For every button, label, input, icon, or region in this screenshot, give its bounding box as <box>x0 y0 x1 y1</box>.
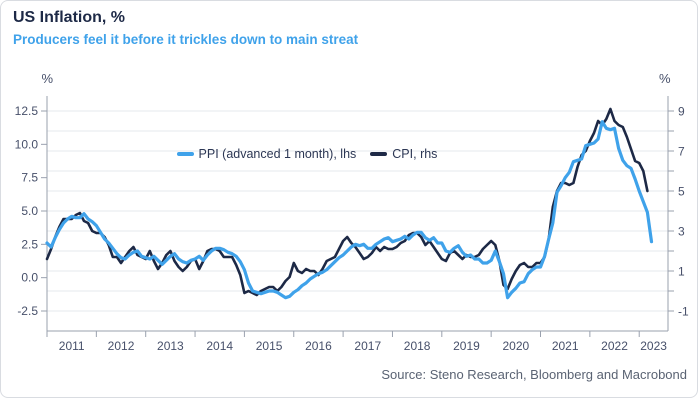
right-axis-tick-label: 3 <box>678 225 685 239</box>
x-axis-year-label: 2013 <box>157 339 184 353</box>
page-title: US Inflation, % <box>13 9 125 26</box>
left-axis-tick-label: 2.5 <box>21 237 38 251</box>
left-axis-tick-label: 5.0 <box>21 204 38 218</box>
left-axis-tick-label: 0.0 <box>21 271 38 285</box>
cpi-line <box>45 107 649 297</box>
right-axis-tick-label: 9 <box>678 105 685 119</box>
left-axis-tick-label: 10.0 <box>15 137 39 151</box>
x-axis-year-label: 2017 <box>354 339 381 353</box>
left-axis-tick-label: -2.5 <box>17 304 38 318</box>
x-axis-year-label: 2022 <box>601 339 628 353</box>
left-axis-tick-label: 7.5 <box>21 171 38 185</box>
right-axis-unit-label: % <box>659 71 671 86</box>
x-axis-year-label: 2023 <box>640 339 667 353</box>
right-axis-tick-label: 5 <box>678 185 685 199</box>
x-axis-year-label: 2012 <box>108 339 135 353</box>
x-axis-year-label: 2016 <box>305 339 332 353</box>
x-axis-year-label: 2015 <box>256 339 283 353</box>
x-axis-year-label: 2021 <box>552 339 579 353</box>
left-axis-unit-label: % <box>41 71 53 86</box>
ppi-line <box>45 120 654 300</box>
x-axis-year-label: 2020 <box>502 339 529 353</box>
x-axis-year-label: 2014 <box>206 339 233 353</box>
left-axis-tick-label: 12.5 <box>15 104 39 118</box>
source-caption: Source: Steno Research, Bloomberg and Ma… <box>381 367 687 382</box>
page-subtitle: Producers feel it before it trickles dow… <box>13 32 359 47</box>
x-axis-year-label: 2019 <box>453 339 480 353</box>
right-axis-tick-label: 7 <box>678 145 685 159</box>
right-axis-tick-label: -1 <box>678 305 689 319</box>
right-axis-tick-label: 1 <box>678 265 685 279</box>
x-axis-year-label: 2011 <box>59 339 85 353</box>
x-axis-year-label: 2018 <box>404 339 431 353</box>
